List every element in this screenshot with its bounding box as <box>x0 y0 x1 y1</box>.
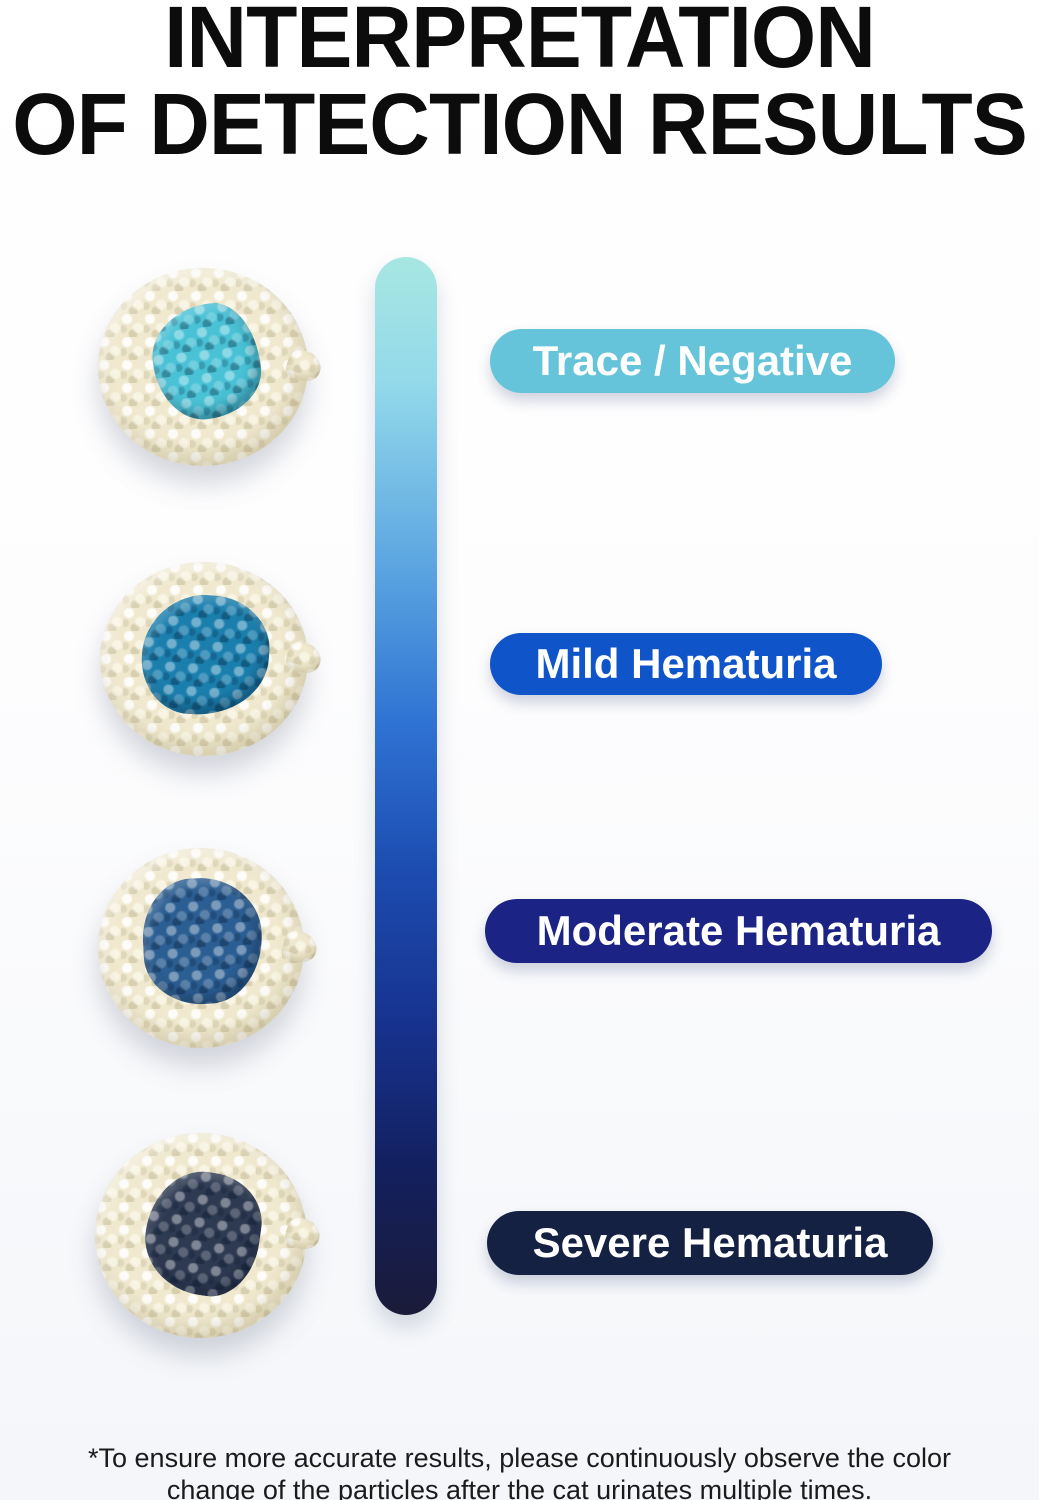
pill-label: Trace / Negative <box>532 337 853 384</box>
litter-sample-moderate <box>98 848 321 1048</box>
litter-particles-ring <box>98 848 304 1048</box>
litter-particles-ring <box>100 562 308 756</box>
severity-gradient-bar <box>375 257 437 1315</box>
indicator-patch-severe <box>137 1164 269 1303</box>
pill-label: Mild Hematuria <box>535 640 837 687</box>
title-line-1: INTERPRETATION <box>164 0 876 86</box>
litter-sample-severe <box>95 1133 324 1338</box>
pill-moderate-hematuria: Moderate Hematuria <box>485 899 992 963</box>
title-line-2: OF DETECTION RESULTS <box>12 75 1027 174</box>
pill-trace-negative: Trace / Negative <box>490 329 895 393</box>
litter-particles-ring <box>98 268 308 466</box>
litter-sample-mild <box>100 562 325 756</box>
page-title: INTERPRETATION OF DETECTION RESULTS <box>0 0 1039 174</box>
indicator-patch-moderate <box>140 874 266 1008</box>
litter-particles-ring <box>95 1133 307 1338</box>
litter-sample-trace <box>98 268 325 466</box>
pill-label: Moderate Hematuria <box>536 907 941 954</box>
indicator-patch-trace <box>146 298 266 424</box>
pill-severe-hematuria: Severe Hematuria <box>487 1211 933 1275</box>
footnote: *To ensure more accurate results, please… <box>88 1443 951 1500</box>
pill-mild-hematuria: Mild Hematuria <box>490 633 882 695</box>
indicator-patch-mild <box>137 590 273 720</box>
pill-label: Severe Hematuria <box>532 1219 888 1266</box>
